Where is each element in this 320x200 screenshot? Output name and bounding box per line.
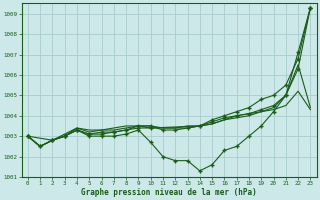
X-axis label: Graphe pression niveau de la mer (hPa): Graphe pression niveau de la mer (hPa) — [81, 188, 257, 197]
